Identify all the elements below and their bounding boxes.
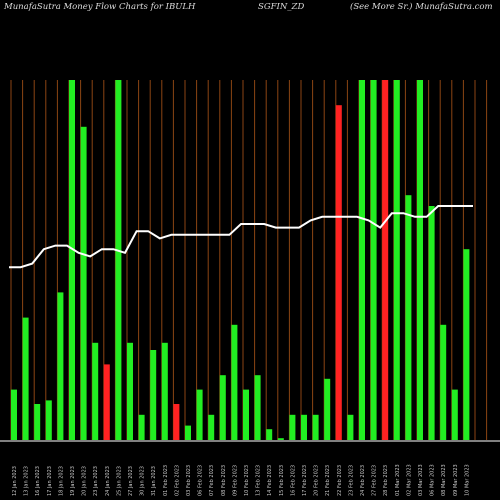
money-flow-bar	[185, 425, 191, 440]
money-flow-bar	[417, 80, 423, 440]
money-flow-bar	[463, 249, 470, 440]
money-flow-bar	[277, 438, 284, 440]
money-flow-bar	[22, 317, 29, 440]
x-tick-label: 15 Feb 2023	[279, 465, 285, 496]
money-flow-bar	[34, 404, 41, 440]
money-flow-bar	[393, 80, 400, 440]
money-flow-bar	[254, 375, 261, 440]
x-tick-label: 10 Mar 2023	[464, 464, 470, 496]
x-tick-label: 25 Jan 2023	[116, 466, 122, 496]
money-flow-bar	[347, 414, 354, 440]
money-flow-bar	[115, 80, 122, 440]
x-tick-label: 09 Feb 2023	[232, 465, 238, 496]
x-tick-label: 27 Jan 2023	[128, 466, 134, 496]
money-flow-bar	[161, 342, 168, 440]
x-tick-label: 20 Jan 2023	[82, 466, 88, 496]
money-flow-bar	[266, 429, 273, 440]
x-tick-label: 10 Feb 2023	[244, 465, 250, 496]
money-flow-bar	[335, 105, 342, 440]
x-tick-label: 23 Jan 2023	[93, 466, 99, 496]
chart-header-left: MunafaSutra Money Flow Charts for IBULH	[4, 2, 196, 12]
money-flow-line	[9, 205, 473, 269]
money-flow-bar	[173, 404, 180, 440]
money-flow-bar	[451, 389, 458, 440]
x-tick-label: 22 Feb 2023	[337, 465, 343, 496]
chart-line-layer	[9, 205, 473, 269]
x-tick-label: 17 Feb 2023	[302, 465, 308, 496]
x-tick-label: 01 Mar 2023	[395, 464, 401, 496]
x-tick-label: 14 Feb 2023	[267, 465, 273, 496]
money-flow-bar	[312, 414, 319, 440]
money-flow-bar	[370, 80, 377, 440]
x-tick-label: 18 Jan 2023	[58, 466, 64, 496]
money-flow-bar	[219, 375, 226, 440]
money-flow-bar	[359, 80, 365, 440]
x-tick-label: 03 Feb 2023	[186, 465, 192, 496]
x-tick-label: 20 Feb 2023	[314, 465, 320, 496]
money-flow-bar	[324, 378, 331, 440]
x-tick-label: 06 Feb 2023	[198, 465, 204, 496]
chart-x-axis: 12 Jan 2023 13 Jan 2023 16 Jan 2023 17 Jan …	[0, 440, 500, 496]
x-tick-label: 24 Jan 2023	[105, 466, 111, 496]
chart-header-middle: SGFIN_ZD	[258, 2, 305, 12]
money-flow-bar	[301, 414, 307, 440]
money-flow-bar	[208, 414, 215, 440]
x-tick-label: 13 Feb 2023	[256, 465, 262, 496]
x-tick-label: 12 Jan 2023	[12, 466, 18, 496]
money-flow-bar	[428, 206, 435, 440]
money-flow-bar	[127, 342, 133, 440]
x-tick-label: 23 Feb 2023	[348, 465, 354, 496]
x-tick-label: 02 Feb 2023	[174, 465, 180, 496]
x-tick-label: 16 Feb 2023	[290, 465, 296, 496]
money-flow-bar	[440, 324, 447, 440]
money-flow-bar	[150, 350, 157, 440]
money-flow-bar	[92, 342, 99, 440]
x-tick-label: 17 Jan 2023	[47, 466, 53, 496]
x-tick-label: 08 Feb 2023	[221, 465, 227, 496]
x-tick-label: 27 Feb 2023	[372, 465, 378, 496]
x-tick-label: 24 Feb 2023	[360, 465, 366, 496]
money-flow-bar	[103, 364, 110, 440]
money-flow-bar	[231, 324, 238, 440]
x-tick-label: 06 Mar 2023	[430, 464, 436, 496]
money-flow-bar	[382, 80, 389, 440]
x-tick-label: 16 Jan 2023	[35, 466, 41, 496]
x-tick-label: 01 Feb 2023	[163, 465, 169, 496]
money-flow-bar	[289, 414, 296, 440]
chart-bars	[11, 80, 470, 441]
money-flow-bar	[138, 414, 145, 440]
x-tick-label: 13 Jan 2023	[24, 466, 30, 496]
x-tick-label: 07 Feb 2023	[209, 465, 215, 496]
x-tick-label: 21 Feb 2023	[325, 465, 331, 496]
money-flow-bar	[57, 292, 64, 440]
money-flow-bar	[11, 389, 17, 440]
x-tick-label: 09 Mar 2023	[453, 464, 459, 496]
money-flow-bar	[405, 195, 412, 440]
x-tick-label: 03 Mar 2023	[418, 464, 424, 496]
x-tick-label: 30 Jan 2023	[140, 466, 146, 496]
x-tick-label: 08 Mar 2023	[441, 464, 447, 496]
money-flow-bar	[196, 389, 203, 440]
x-tick-label: 31 Jan 2023	[151, 466, 157, 496]
money-flow-bar	[45, 400, 52, 440]
money-flow-bar	[243, 389, 249, 440]
x-tick-label: 28 Feb 2023	[383, 465, 389, 496]
x-tick-label: 19 Jan 2023	[70, 466, 76, 496]
money-flow-bar	[80, 126, 87, 441]
chart-header-right: (See More Sr.) MunafaSutra.com	[350, 2, 493, 12]
x-tick-label: 02 Mar 2023	[406, 464, 412, 496]
money-flow-bar	[69, 80, 75, 440]
